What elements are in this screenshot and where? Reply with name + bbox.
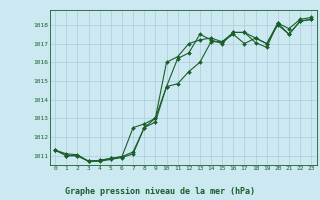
Text: Graphe pression niveau de la mer (hPa): Graphe pression niveau de la mer (hPa) — [65, 187, 255, 196]
